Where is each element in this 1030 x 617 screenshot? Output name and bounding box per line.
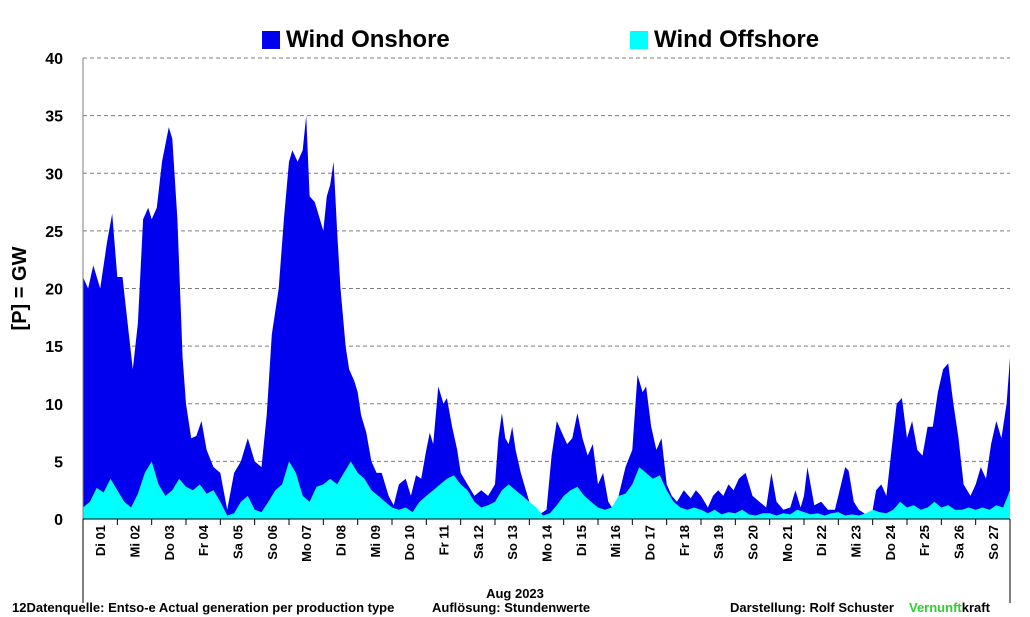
y-tick-label: 40 bbox=[45, 51, 63, 68]
legend-offshore: Wind Offshore bbox=[630, 26, 819, 54]
x-tick-label: Mi 23 bbox=[849, 525, 864, 558]
x-tick-label: Do 10 bbox=[402, 525, 417, 560]
legend-onshore-label: Wind Onshore bbox=[286, 26, 450, 53]
x-tick-label: Mi 02 bbox=[128, 525, 143, 558]
footer-author: Darstellung: Rolf Schuster bbox=[730, 600, 894, 615]
x-tick-label: Fr 04 bbox=[196, 524, 211, 556]
y-tick-label: 30 bbox=[45, 166, 63, 183]
y-axis-title: [P] = GW bbox=[9, 246, 31, 330]
footer-source: 12Datenquelle: Entso-e Actual generation… bbox=[12, 600, 395, 615]
y-tick-label: 20 bbox=[45, 282, 63, 299]
footer-brand: Vernunftkraft bbox=[909, 600, 990, 615]
footer-resolution: Auflösung: Stundenwerte bbox=[432, 600, 591, 615]
footer-brand-green: Vernunft bbox=[909, 600, 962, 615]
x-axis-label: Aug 2023 bbox=[486, 586, 544, 601]
x-tick-label: So 06 bbox=[265, 525, 280, 560]
x-tick-label: Fr 25 bbox=[917, 525, 932, 556]
y-tick-label: 5 bbox=[54, 454, 63, 471]
y-tick-label: 15 bbox=[45, 339, 63, 356]
x-tick-label: Sa 19 bbox=[711, 525, 726, 559]
legend-onshore-swatch bbox=[262, 31, 280, 49]
x-tick-label: So 20 bbox=[746, 525, 761, 560]
x-tick-label: Fr 18 bbox=[677, 525, 692, 556]
x-tick-label: Mi 09 bbox=[368, 525, 383, 558]
y-tick-label: 25 bbox=[45, 224, 63, 241]
x-tick-label: Di 22 bbox=[814, 525, 829, 556]
x-tick-label: Mi 16 bbox=[608, 525, 623, 558]
x-tick-label: Fr 11 bbox=[437, 525, 452, 555]
x-tick-label: Sa 12 bbox=[471, 525, 486, 559]
x-tick-label: Di 08 bbox=[334, 525, 349, 556]
x-tick-label: Di 15 bbox=[574, 525, 589, 556]
x-tick-label: Mo 14 bbox=[540, 524, 555, 562]
x-tick-label: So 13 bbox=[505, 525, 520, 560]
legend-offshore-label: Wind Offshore bbox=[654, 26, 820, 53]
footer-brand-black: kraft bbox=[961, 600, 990, 615]
y-tick-label: 0 bbox=[54, 512, 63, 529]
x-tick-label: Sa 05 bbox=[231, 525, 246, 559]
y-tick-label: 10 bbox=[45, 397, 63, 414]
x-tick-label: Do 03 bbox=[162, 525, 177, 560]
x-tick-label: Sa 26 bbox=[952, 525, 967, 559]
series-offshore-area bbox=[83, 461, 1010, 519]
x-tick-label: Do 17 bbox=[643, 525, 658, 560]
y-tick-label: 35 bbox=[45, 109, 63, 126]
x-tick-label: Di 01 bbox=[93, 525, 108, 556]
x-tick-label: So 27 bbox=[986, 525, 1001, 560]
x-tick-label: Mo 21 bbox=[780, 525, 795, 562]
x-tick-label: Mo 07 bbox=[299, 525, 314, 562]
x-tick-label: Do 24 bbox=[883, 524, 898, 560]
legend-offshore-swatch bbox=[630, 31, 648, 49]
legend-onshore: Wind Onshore bbox=[262, 26, 450, 54]
series-onshore-area bbox=[83, 115, 1010, 519]
